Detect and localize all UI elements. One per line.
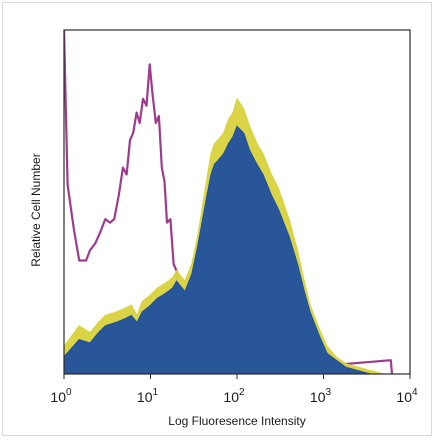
x-tick-label-1: 101 <box>137 387 159 405</box>
x-tick-base: 10 <box>396 389 412 405</box>
x-axis: 100 101 102 103 104 <box>50 374 418 405</box>
x-tick-base: 10 <box>50 389 66 405</box>
x-tick-exponent: 4 <box>412 387 418 398</box>
histogram-series-3 <box>64 125 384 374</box>
x-tick-exponent: 1 <box>153 387 159 398</box>
x-tick-exponent: 0 <box>66 387 72 398</box>
y-axis-label: Relative Cell Number <box>29 153 43 266</box>
x-tick-label-0: 100 <box>50 387 72 405</box>
x-tick-exponent: 3 <box>326 387 332 398</box>
series-layer <box>64 30 394 374</box>
x-tick-label-2: 102 <box>223 387 245 405</box>
x-tick-exponent: 2 <box>239 387 245 398</box>
x-tick-base: 10 <box>137 389 153 405</box>
x-tick-label-4: 104 <box>396 387 418 405</box>
x-tick-base: 10 <box>223 389 239 405</box>
x-tick-base: 10 <box>310 389 326 405</box>
x-tick-label-3: 103 <box>310 387 332 405</box>
x-axis-label: Log Fluoresence Intensity <box>168 414 305 428</box>
